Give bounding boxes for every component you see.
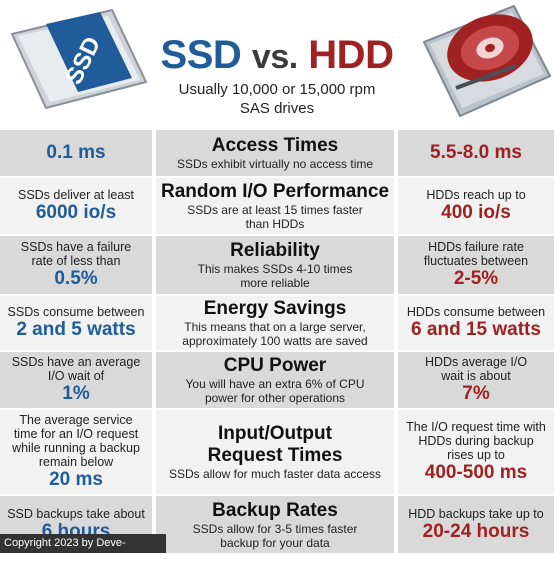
ssd-cell: SSDs consume between 2 and 5 watts	[0, 296, 152, 350]
metric-title: Energy Savings	[203, 298, 347, 319]
metric-title: Access Times	[211, 135, 339, 156]
title-vs: vs.	[251, 38, 298, 76]
metric-desc: This means that on a large server, appro…	[182, 320, 368, 348]
hdd-value: 5.5-8.0 ms	[430, 142, 522, 163]
ssd-text: SSDs deliver at least	[17, 188, 135, 202]
subtitle-line-2: SAS drives	[239, 100, 315, 117]
ssd-text: SSDs consume between	[7, 305, 145, 319]
hdd-value: 2-5%	[453, 268, 499, 289]
subtitle-line-1: Usually 10,000 or 15,000 rpm	[178, 81, 376, 98]
hdd-cell: HDDs failure rate fluctuates between 2-5…	[398, 236, 554, 294]
hdd-cell: 5.5-8.0 ms	[398, 130, 554, 176]
ssd-value: 0.5%	[54, 268, 98, 289]
hdd-text: HDDs reach up to	[426, 188, 526, 202]
row-random-io: SSDs deliver at least 6000 io/s Random I…	[0, 178, 554, 234]
hdd-value: 6 and 15 watts	[411, 319, 541, 340]
hdd-cell: The I/O request time with HDDs during ba…	[398, 410, 554, 494]
metric-desc: SSDs are at least 15 times faster than H…	[187, 203, 363, 231]
title-ssd: SSD	[160, 33, 242, 77]
copyright-notice: Copyright 2023 by Deve-point.com	[0, 534, 166, 568]
row-access-times: 0.1 ms Access Times SSDs exhibit virtual…	[0, 130, 554, 176]
metric-cell: Energy Savings This means that on a larg…	[156, 296, 394, 350]
hdd-text: HDD backups take up to	[408, 506, 544, 521]
ssd-drive-icon: SSD	[10, 8, 148, 110]
hdd-cell: HDDs average I/O wait is about 7%	[398, 352, 554, 408]
ssd-value: 6000 io/s	[35, 202, 117, 223]
hdd-value: 400-500 ms	[424, 462, 528, 483]
ssd-cell: The average service time for an I/O requ…	[0, 410, 152, 494]
metric-desc: SSDs exhibit virtually no access time	[176, 157, 374, 171]
row-reliability: SSDs have a failure rate of less than 0.…	[0, 236, 554, 294]
hdd-cell: HDD backups take up to 20-24 hours	[398, 496, 554, 553]
hdd-value: 7%	[462, 383, 490, 404]
hdd-value: 20-24 hours	[422, 520, 530, 542]
metric-title: CPU Power	[223, 355, 327, 376]
metric-cell: Reliability This makes SSDs 4-10 times m…	[156, 236, 394, 294]
ssd-cell: 0.1 ms	[0, 130, 152, 176]
hdd-drive-icon	[422, 4, 552, 118]
hdd-cell: HDDs reach up to 400 io/s	[398, 178, 554, 234]
ssd-value: 0.1 ms	[46, 142, 106, 163]
metric-desc: SSDs allow for 3-5 times faster backup f…	[192, 521, 358, 550]
ssd-text: The average service time for an I/O requ…	[12, 413, 140, 469]
row-cpu-power: SSDs have an average I/O wait of 1% CPU …	[0, 352, 554, 408]
metric-title: Input/Output Request Times	[207, 423, 343, 466]
row-backup-rates: SSD backups take about 6 hours Backup Ra…	[0, 496, 554, 553]
ssd-cell: SSDs have an average I/O wait of 1%	[0, 352, 152, 408]
metric-title: Random I/O Performance	[160, 181, 390, 202]
comparison-table: 0.1 ms Access Times SSDs exhibit virtual…	[0, 128, 554, 553]
title-hdd: HDD	[308, 33, 394, 77]
metric-desc: You will have an extra 6% of CPU power f…	[185, 377, 365, 405]
hdd-text: HDDs failure rate fluctuates between	[423, 240, 529, 268]
page-title: SSD vs. HDD	[0, 32, 554, 80]
row-io-request-times: The average service time for an I/O requ…	[0, 410, 554, 494]
hdd-text: HDDs average I/O wait is about	[424, 355, 528, 383]
hdd-text: The I/O request time with HDDs during ba…	[406, 420, 546, 462]
ssd-text: SSDs have a failure rate of less than	[20, 240, 132, 268]
metric-cell: Input/Output Request Times SSDs allow fo…	[156, 410, 394, 494]
metric-title: Backup Rates	[212, 499, 338, 521]
ssd-cell: SSDs deliver at least 6000 io/s	[0, 178, 152, 234]
metric-cell: CPU Power You will have an extra 6% of C…	[156, 352, 394, 408]
ssd-text: SSD backups take about	[7, 506, 145, 521]
hdd-text: HDDs consume between	[406, 305, 546, 319]
ssd-value: 1%	[62, 383, 90, 404]
metric-desc: SSDs allow for much faster data access	[168, 467, 382, 481]
ssd-value: 2 and 5 watts	[16, 319, 136, 340]
metric-cell: Random I/O Performance SSDs are at least…	[156, 178, 394, 234]
metric-title: Reliability	[230, 240, 320, 261]
ssd-cell: SSDs have a failure rate of less than 0.…	[0, 236, 152, 294]
row-energy-savings: SSDs consume between 2 and 5 watts Energ…	[0, 296, 554, 350]
header: SSD SSD vs. HDD Usually 10,000 or 15,000…	[0, 0, 554, 128]
subtitle: Usually 10,000 or 15,000 rpm SAS drives	[150, 80, 404, 118]
metric-desc: This makes SSDs 4-10 times more reliable	[197, 262, 353, 290]
ssd-value: 20 ms	[49, 469, 103, 490]
hdd-value: 400 io/s	[441, 202, 511, 223]
metric-cell: Access Times SSDs exhibit virtually no a…	[156, 130, 394, 176]
metric-cell: Backup Rates SSDs allow for 3-5 times fa…	[156, 496, 394, 553]
hdd-cell: HDDs consume between 6 and 15 watts	[398, 296, 554, 350]
ssd-text: SSDs have an average I/O wait of	[11, 355, 141, 383]
